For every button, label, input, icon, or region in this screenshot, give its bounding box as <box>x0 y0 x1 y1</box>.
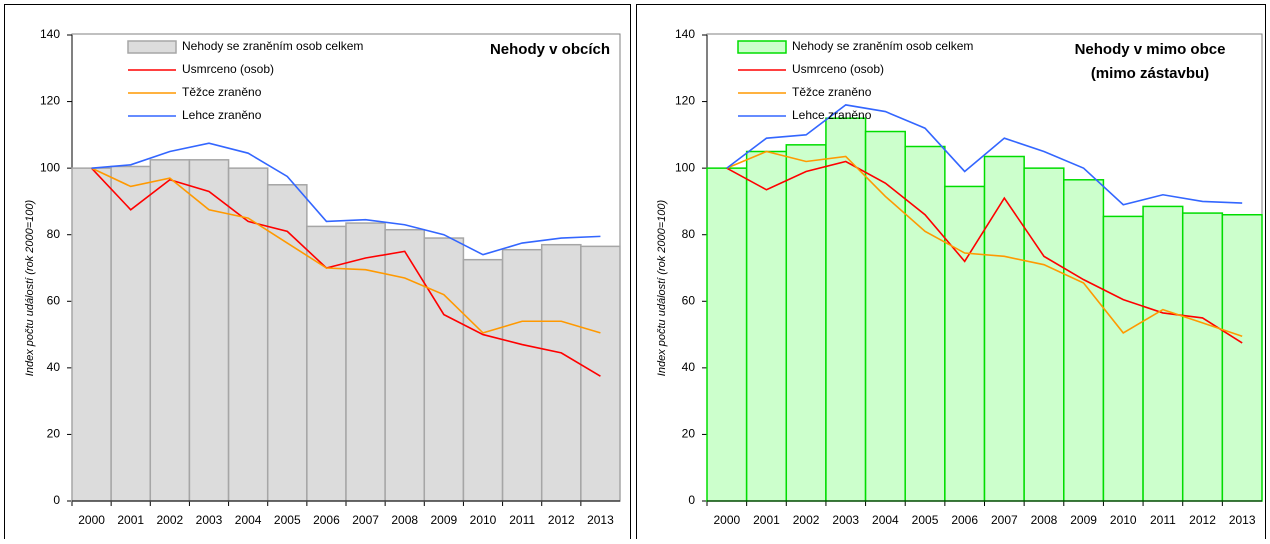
x-tick-label: 2005 <box>912 513 939 527</box>
bar <box>384 228 426 502</box>
legend-label: Lehce zraněno <box>182 108 262 122</box>
line <box>726 160 1243 344</box>
y-tick-label: 80 <box>47 227 61 241</box>
bar <box>149 159 191 502</box>
bar <box>1102 215 1144 502</box>
bar <box>580 245 621 502</box>
x-tick-label: 2002 <box>793 513 820 527</box>
legend-swatch <box>737 40 787 54</box>
x-tick-label: 2000 <box>78 513 105 527</box>
y-tick-label: 100 <box>40 160 60 174</box>
legend-label: Těžce zraněno <box>182 85 262 99</box>
x-tick-label: 2013 <box>587 513 614 527</box>
legend-label: Usmrceno (osob) <box>182 62 274 76</box>
x-tick-label: 2010 <box>470 513 497 527</box>
x-tick-label: 2013 <box>1229 513 1256 527</box>
line <box>90 167 601 377</box>
bar <box>983 155 1025 502</box>
y-tick-label: 80 <box>682 227 696 241</box>
line <box>726 104 1243 206</box>
x-tick-label: 2008 <box>391 513 418 527</box>
x-tick-label: 2011 <box>509 513 535 527</box>
bar <box>345 222 386 502</box>
bar <box>785 144 827 502</box>
y-tick-label: 20 <box>47 427 61 441</box>
bar <box>1142 205 1184 502</box>
y-tick-label: 140 <box>675 27 695 41</box>
y-axis-title: Index počtu událostí (rok 2000=100) <box>24 199 36 376</box>
chart: 0 20 40 60 80 100 120 140 Index počtu událostí (… <box>24 27 621 527</box>
bar <box>825 117 867 502</box>
bar <box>306 225 347 502</box>
y-tick-label: 60 <box>47 293 61 307</box>
bar <box>944 185 986 502</box>
line <box>91 167 601 334</box>
x-tick-label: 2000 <box>713 513 740 527</box>
x-tick-label: 2009 <box>431 513 458 527</box>
panel-border <box>4 4 631 544</box>
legend-label: Nehody se zraněním osob celkem <box>792 39 973 53</box>
x-tick-label: 2004 <box>872 513 899 527</box>
chart-title: (mimo zástavbu) <box>1091 65 1209 82</box>
chart-title: Nehody v mimo obce <box>1075 41 1226 58</box>
bar <box>1181 212 1224 502</box>
bar <box>423 237 465 502</box>
y-tick-label: 60 <box>682 293 696 307</box>
y-tick-label: 0 <box>53 493 60 507</box>
legend-swatch <box>127 40 177 54</box>
legend-label: Těžce zraněno <box>792 85 872 99</box>
x-tick-label: 2007 <box>352 513 379 527</box>
legend-label: Nehody se zraněním osob celkem <box>182 39 363 53</box>
x-tick-label: 2005 <box>274 513 301 527</box>
y-tick-label: 40 <box>47 360 61 374</box>
bar <box>71 167 112 502</box>
panel-border <box>636 4 1266 544</box>
x-tick-label: 2009 <box>1070 513 1097 527</box>
y-tick-label: 120 <box>675 94 695 108</box>
chart-title: Nehody v obcích <box>490 41 610 58</box>
bar <box>1063 179 1105 502</box>
x-tick-label: 2010 <box>1110 513 1137 527</box>
y-tick-label: 0 <box>688 493 695 507</box>
y-tick-label: 40 <box>682 360 696 374</box>
y-tick-label: 20 <box>682 427 696 441</box>
bar <box>266 184 308 502</box>
legend-label: Lehce zraněno <box>792 108 872 122</box>
x-tick-label: 2008 <box>1031 513 1058 527</box>
x-tick-label: 2012 <box>548 513 575 527</box>
bar <box>1023 167 1065 502</box>
x-tick-label: 2007 <box>991 513 1018 527</box>
x-tick-label: 2001 <box>117 513 144 527</box>
x-tick-label: 2001 <box>753 513 780 527</box>
y-tick-label: 120 <box>40 94 60 108</box>
x-tick-label: 2006 <box>313 513 340 527</box>
legend-label: Usmrceno (osob) <box>792 62 884 76</box>
bar <box>706 167 748 502</box>
line <box>91 142 601 256</box>
x-tick-label: 2002 <box>157 513 184 527</box>
bar <box>745 150 788 502</box>
x-tick-label: 2006 <box>951 513 978 527</box>
x-tick-label: 2003 <box>196 513 223 527</box>
y-tick-label: 140 <box>40 27 60 41</box>
bar <box>1221 213 1263 502</box>
bar <box>540 243 582 502</box>
line <box>726 150 1243 337</box>
x-tick-label: 2004 <box>235 513 262 527</box>
bar <box>188 159 230 502</box>
bar <box>501 248 543 502</box>
bar <box>864 130 906 502</box>
x-tick-label: 2003 <box>832 513 859 527</box>
y-axis-title: Index počtu událostí (rok 2000=100) <box>656 199 668 376</box>
x-tick-label: 2012 <box>1189 513 1216 527</box>
x-tick-label: 2011 <box>1150 513 1176 527</box>
bar <box>904 145 946 502</box>
bar <box>462 258 504 502</box>
y-tick-label: 100 <box>675 160 695 174</box>
bar <box>110 165 152 502</box>
chart: 0 20 40 60 80 100 120 140 Index počtu událostí (… <box>656 27 1263 527</box>
